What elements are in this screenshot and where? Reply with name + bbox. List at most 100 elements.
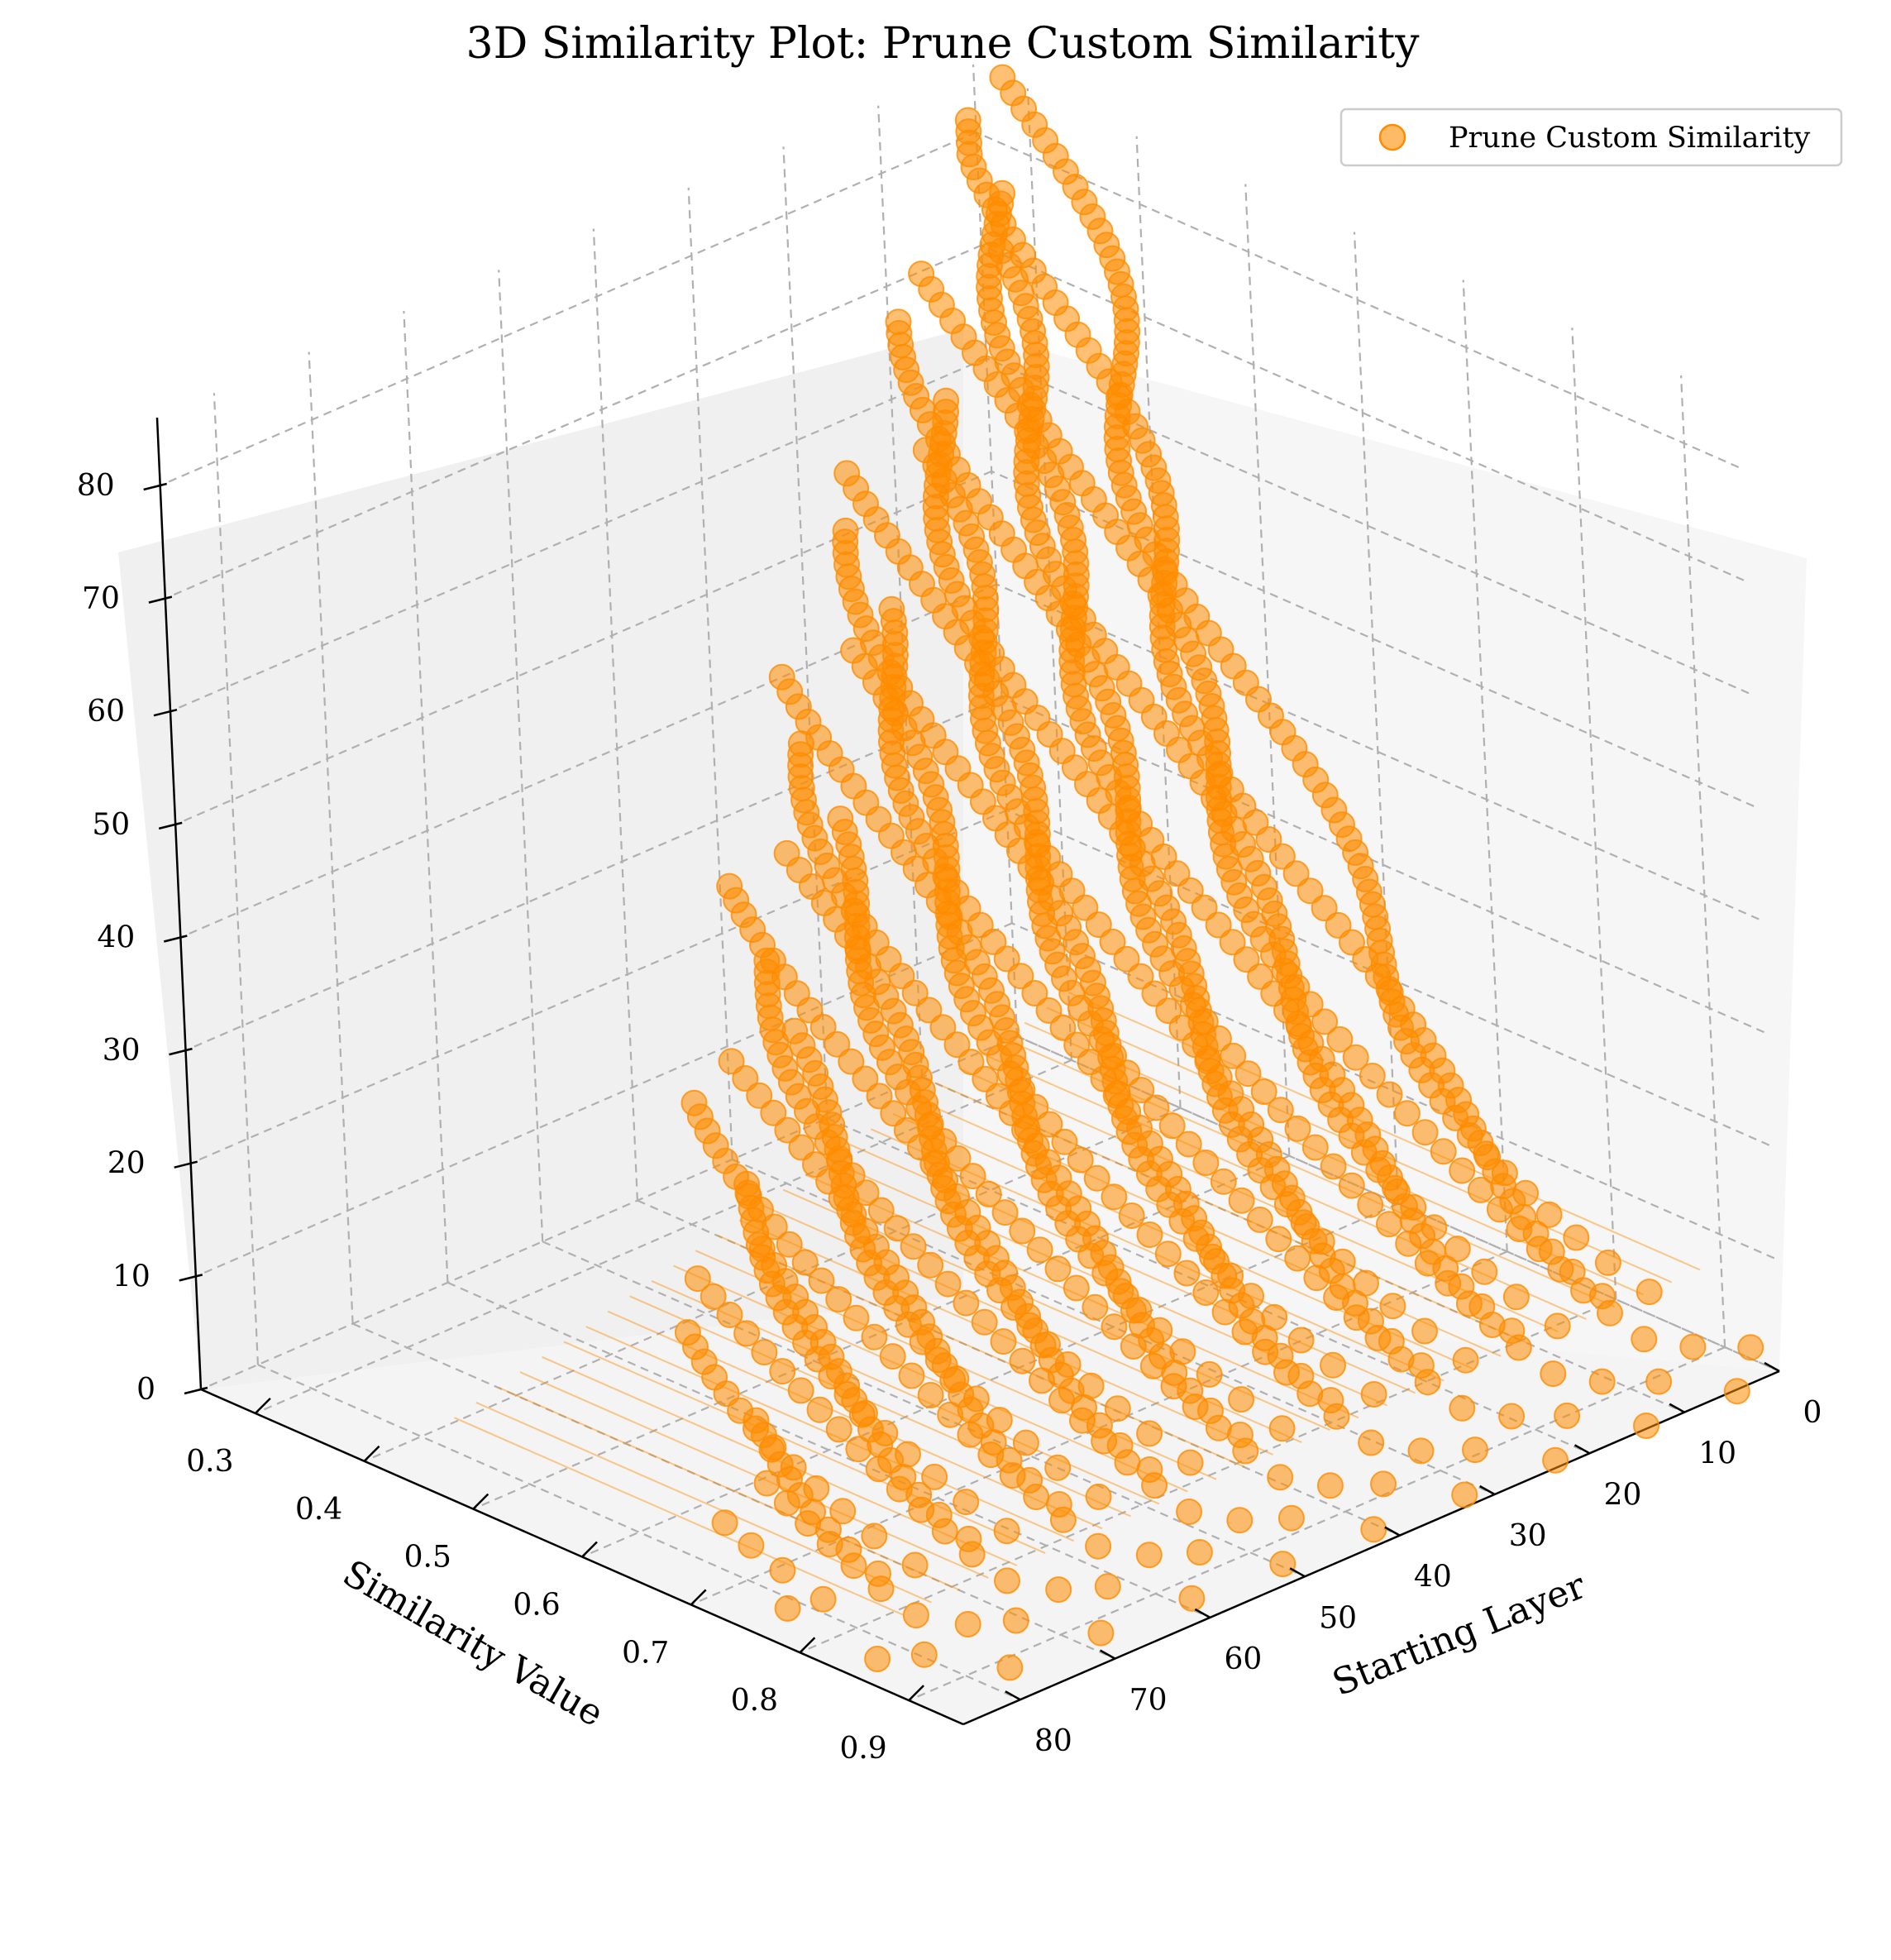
data-point (1290, 1209, 1317, 1236)
y-tick-mark (1479, 1484, 1496, 1496)
data-point (934, 1270, 962, 1298)
z-tick-mark (153, 708, 178, 717)
gridline (799, 1298, 1616, 1654)
gridline (542, 1241, 1306, 1578)
y-tick-mark (1573, 1444, 1591, 1455)
data-point (1051, 1128, 1078, 1155)
data-point (809, 1014, 837, 1040)
data-point (1054, 1351, 1082, 1378)
data-point (1107, 1278, 1134, 1305)
data-point (1267, 1464, 1294, 1491)
data-point (774, 1594, 801, 1622)
x-tick-label: 0.3 (186, 1445, 233, 1479)
data-point (1125, 1297, 1153, 1324)
data-point (1301, 1134, 1329, 1161)
data-point (902, 1602, 929, 1629)
data-point (1077, 1242, 1105, 1269)
connector-line (1067, 992, 1701, 1271)
data-point (1540, 1360, 1567, 1388)
data-point (944, 1145, 972, 1172)
data-point (1471, 1258, 1498, 1285)
data-point (1350, 1139, 1378, 1166)
data-point (1049, 1014, 1077, 1041)
data-point (1723, 1378, 1750, 1405)
data-point (1498, 1317, 1526, 1345)
y-tick-label: 40 (1414, 1561, 1452, 1594)
data-point (1226, 1507, 1254, 1534)
data-point (1250, 1078, 1277, 1105)
y-tick-label: 80 (1034, 1724, 1072, 1758)
data-point (825, 1416, 852, 1443)
z-tick-label: 60 (87, 695, 125, 729)
data-point (1085, 911, 1112, 939)
x-tick-mark (255, 1398, 271, 1414)
data-point (753, 1470, 781, 1497)
data-point (1284, 1245, 1311, 1272)
data-point (929, 1014, 957, 1041)
data-point (1106, 1432, 1134, 1459)
data-point (1118, 1202, 1145, 1229)
data-point (838, 1048, 865, 1075)
data-point (1067, 1146, 1094, 1174)
data-point (1737, 1334, 1764, 1361)
data-point (1467, 1176, 1494, 1203)
data-point (1146, 1317, 1173, 1344)
x-tick-mark (581, 1541, 598, 1558)
data-point (915, 997, 943, 1024)
data-point (1277, 1504, 1305, 1532)
gridline (165, 244, 982, 600)
data-point (1273, 1191, 1301, 1218)
z-tick-mark (179, 1274, 203, 1282)
data-point (1316, 1472, 1344, 1499)
data-point (1365, 1156, 1392, 1183)
left-pane (118, 329, 963, 1389)
data-point (1016, 1466, 1043, 1494)
data-point (1127, 963, 1154, 990)
data-point (1177, 1377, 1204, 1404)
x-tick-mark (472, 1493, 489, 1510)
data-point (901, 1551, 929, 1579)
data-point (1559, 1258, 1586, 1285)
data-point (727, 1397, 754, 1424)
data-point (959, 1163, 986, 1190)
data-point (994, 1567, 1020, 1594)
data-point (808, 1267, 835, 1294)
x-tick-label: 0.6 (513, 1589, 560, 1623)
data-point (1177, 1449, 1204, 1476)
gridline (185, 696, 1002, 1052)
data-point (1296, 991, 1324, 1018)
data-point (1246, 1206, 1273, 1233)
data-point (900, 1233, 927, 1260)
data-point (1360, 1381, 1387, 1408)
data-point (825, 1286, 852, 1313)
z-tick-mark (158, 821, 183, 830)
data-point (1317, 1387, 1344, 1414)
data-point (1633, 1413, 1659, 1439)
data-point (1544, 1312, 1571, 1340)
data-point (1411, 1119, 1439, 1146)
data-point (957, 1049, 985, 1076)
data-point (833, 1380, 861, 1408)
data-point (1407, 1437, 1435, 1465)
data-point (803, 1475, 830, 1502)
data-point (1228, 1386, 1255, 1413)
legend-box (1339, 108, 1843, 167)
y-axis-ticks: 0 10 20 30 40 50 60 70 80 (1005, 1361, 1822, 1758)
x-tick-mark (690, 1589, 707, 1606)
data-point (809, 1585, 837, 1613)
data-point (1036, 1111, 1063, 1138)
data-point (743, 1415, 769, 1442)
data-point (1267, 1342, 1294, 1370)
data-point (1101, 1183, 1128, 1211)
data-point (738, 1532, 765, 1559)
data-point (1009, 1347, 1036, 1374)
data-point (1141, 980, 1168, 1007)
data-point (1636, 1279, 1663, 1306)
data-point (1679, 1333, 1707, 1360)
gridline (976, 131, 1740, 469)
data-point (1136, 1221, 1163, 1248)
y-tick-label: 60 (1224, 1642, 1262, 1676)
data-point (910, 1641, 938, 1668)
data-point (1233, 946, 1260, 973)
gridline (1353, 232, 1400, 1204)
